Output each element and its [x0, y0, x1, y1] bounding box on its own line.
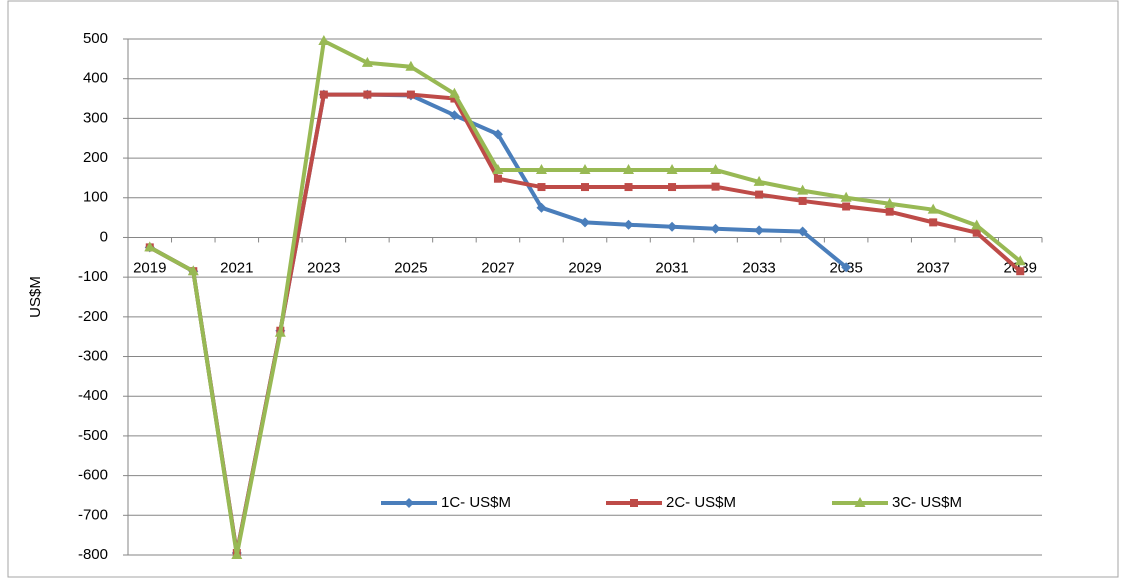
marker [1016, 267, 1025, 276]
legend-label: 3C- US$M [892, 494, 962, 511]
x-tick-label: 2029 [568, 259, 601, 276]
marker [929, 218, 938, 227]
marker [667, 221, 678, 232]
marker [363, 90, 372, 99]
x-tick-label: 2021 [220, 259, 253, 276]
marker [405, 60, 417, 71]
legend-label: 1C- US$M [441, 494, 511, 511]
marker [580, 217, 590, 228]
marker [630, 499, 638, 507]
marker [448, 87, 460, 98]
marker [884, 197, 896, 208]
marker [581, 183, 589, 192]
marker [537, 183, 546, 192]
marker [840, 191, 852, 202]
marker [493, 174, 502, 183]
x-tick-label: 2023 [307, 259, 340, 276]
marker [797, 226, 808, 237]
y-tick-label: -100 [78, 268, 108, 285]
marker [449, 110, 460, 121]
marker [623, 219, 634, 230]
y-tick-label: -300 [78, 348, 108, 365]
y-tick-label: 200 [83, 149, 108, 166]
marker [710, 223, 721, 234]
marker [450, 94, 459, 103]
marker [318, 34, 330, 45]
marker [753, 175, 765, 186]
y-tick-label: 400 [83, 70, 108, 87]
x-tick-label: 2033 [742, 259, 775, 276]
marker [361, 56, 373, 67]
marker [187, 265, 199, 276]
marker [668, 183, 677, 192]
chart-frame [7, 0, 1119, 578]
marker [579, 163, 591, 174]
marker [755, 190, 764, 199]
marker [231, 549, 243, 559]
y-tick-label: 100 [83, 189, 108, 206]
marker [841, 262, 852, 273]
x-tick-label: 2019 [133, 259, 166, 276]
y-tick-label: 300 [83, 109, 108, 126]
marker [710, 163, 722, 174]
y-tick-label: -500 [78, 427, 108, 444]
marker [797, 184, 809, 195]
marker [854, 497, 866, 507]
marker [842, 202, 851, 211]
y-axis-label: US$M [27, 276, 44, 318]
y-tick-label: -600 [78, 467, 108, 484]
marker [972, 228, 981, 237]
y-tick-label: -200 [78, 308, 108, 325]
x-tick-label: 2031 [655, 259, 688, 276]
marker [404, 498, 414, 508]
y-tick-label: 0 [100, 228, 108, 245]
marker [971, 219, 983, 230]
marker [623, 163, 635, 174]
marker [927, 203, 939, 214]
y-tick-label: -700 [78, 506, 108, 523]
marker [1014, 255, 1026, 266]
marker [406, 90, 415, 99]
marker [144, 241, 156, 252]
marker [711, 182, 720, 191]
y-tick-label: -400 [78, 387, 108, 404]
legend-label: 2C- US$M [666, 494, 736, 511]
marker [492, 129, 503, 140]
marker [885, 207, 894, 216]
marker [274, 326, 286, 337]
marker [535, 163, 547, 174]
marker [492, 163, 504, 174]
x-tick-label: 2027 [481, 259, 514, 276]
x-tick-label: 2025 [394, 259, 427, 276]
y-tick-label: 500 [83, 30, 108, 47]
marker [666, 163, 678, 174]
marker [536, 202, 547, 213]
marker [319, 90, 328, 99]
y-tick-label: -800 [78, 546, 108, 563]
marker [624, 183, 633, 192]
x-tick-label: 2037 [917, 259, 950, 276]
marker [754, 225, 765, 236]
marker [798, 196, 807, 205]
